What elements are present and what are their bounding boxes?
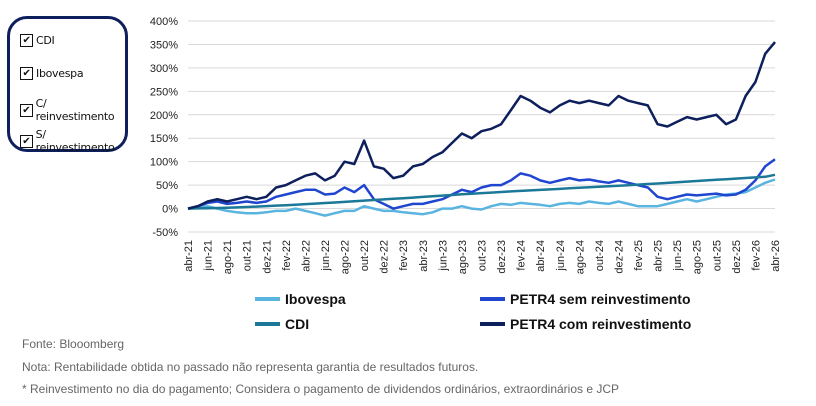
x-tick-label: dez-24 [613, 240, 625, 274]
y-tick-label: 100% [150, 157, 178, 169]
legend-label: Ibovespa [285, 291, 346, 307]
source-note: Fonte: Blooomberg [22, 337, 125, 351]
legend-label: CDI [285, 316, 309, 332]
legend-label: PETR4 com reinvestimento [510, 316, 691, 332]
x-tick-label: out-24 [594, 240, 606, 271]
x-tick-label: abr-22 [300, 240, 312, 272]
x-tick-label: abr-23 [418, 240, 430, 272]
x-tick-label: abr-21 [183, 240, 195, 272]
filter-label: CDI [36, 34, 55, 47]
filter-sem-reinvestimento[interactable]: ✔ S/ reinvestimento [20, 128, 125, 154]
x-tick-label: fev-25 [633, 240, 645, 271]
y-tick-label: 350% [150, 39, 178, 51]
x-tick-label: dez-21 [261, 240, 273, 274]
y-tick-label: 400% [150, 16, 178, 28]
series-filter-panel: ✔ CDI ✔ Ibovespa ✔ C/ reinvestimento ✔ S/ re… [7, 16, 128, 154]
x-tick-label: dez-25 [731, 240, 743, 274]
series-line-petr4-sem-reinvestimento [187, 158, 776, 210]
x-tick-label: fev-26 [750, 240, 762, 271]
filter-label: S/ reinvestimento [35, 128, 115, 154]
filter-cdi[interactable]: ✔ CDI [20, 34, 55, 47]
legend-label: PETR4 sem reinvestimento [510, 291, 691, 307]
x-tick-label: dez-23 [496, 240, 508, 274]
checkbox-checked-icon[interactable]: ✔ [20, 67, 33, 80]
y-tick-label: -50% [152, 227, 178, 239]
filter-com-reinvestimento[interactable]: ✔ C/ reinvestimento [20, 97, 125, 123]
y-tick-label: 250% [150, 86, 178, 98]
x-tick-label: jun-22 [320, 240, 332, 272]
filter-label: C/ reinvestimento [35, 97, 115, 123]
series-line-ibovespa [187, 178, 776, 217]
x-tick-label: ago-24 [574, 240, 586, 274]
line-chart: 400% 350% 300% 250% 200% 150% 100% 50% 0% -50% abr… [150, 16, 782, 332]
y-tick-label: 300% [150, 63, 178, 75]
x-tick-label: abr-26 [770, 240, 782, 272]
x-tick-label: jun-24 [555, 240, 567, 272]
y-tick-label: 0% [162, 204, 178, 216]
x-tick-label: jun-23 [437, 240, 449, 272]
x-tick-label: fev-22 [281, 240, 293, 271]
checkbox-checked-icon[interactable]: ✔ [20, 134, 33, 148]
reinvestment-note: * Reinvestimento no dia do pagamento; Co… [22, 382, 620, 396]
checkbox-checked-icon[interactable]: ✔ [20, 34, 33, 47]
x-tick-label: abr-25 [653, 240, 665, 272]
x-tick-label: out-23 [477, 240, 489, 271]
x-tick-label: ago-23 [457, 240, 469, 274]
x-tick-label: dez-22 [379, 240, 391, 274]
y-tick-label: 200% [150, 110, 178, 122]
x-tick-label: ago-21 [222, 240, 234, 274]
x-tick-label: out-21 [242, 240, 254, 271]
x-tick-label: abr-24 [535, 240, 547, 272]
series-line-petr4-com-reinvestimento [187, 41, 776, 210]
series-line-cdi [187, 173, 776, 210]
x-tick-label: jun-25 [672, 240, 684, 272]
disclaimer-note: Nota: Rentabilidade obtida no passado nã… [22, 360, 479, 374]
x-tick-label: fev-23 [398, 240, 410, 271]
y-tick-label: 50% [156, 180, 178, 192]
x-tick-label: out-22 [359, 240, 371, 271]
filter-label: Ibovespa [36, 67, 84, 80]
x-tick-label: ago-22 [340, 240, 352, 274]
x-tick-label: out-25 [711, 240, 723, 271]
x-tick-label: fev-24 [516, 240, 528, 271]
y-tick-label: 150% [150, 133, 178, 145]
filter-ibovespa[interactable]: ✔ Ibovespa [20, 67, 84, 80]
x-tick-label: ago-25 [692, 240, 704, 274]
checkbox-checked-icon[interactable]: ✔ [20, 103, 33, 117]
x-tick-label: jun-21 [203, 240, 215, 272]
